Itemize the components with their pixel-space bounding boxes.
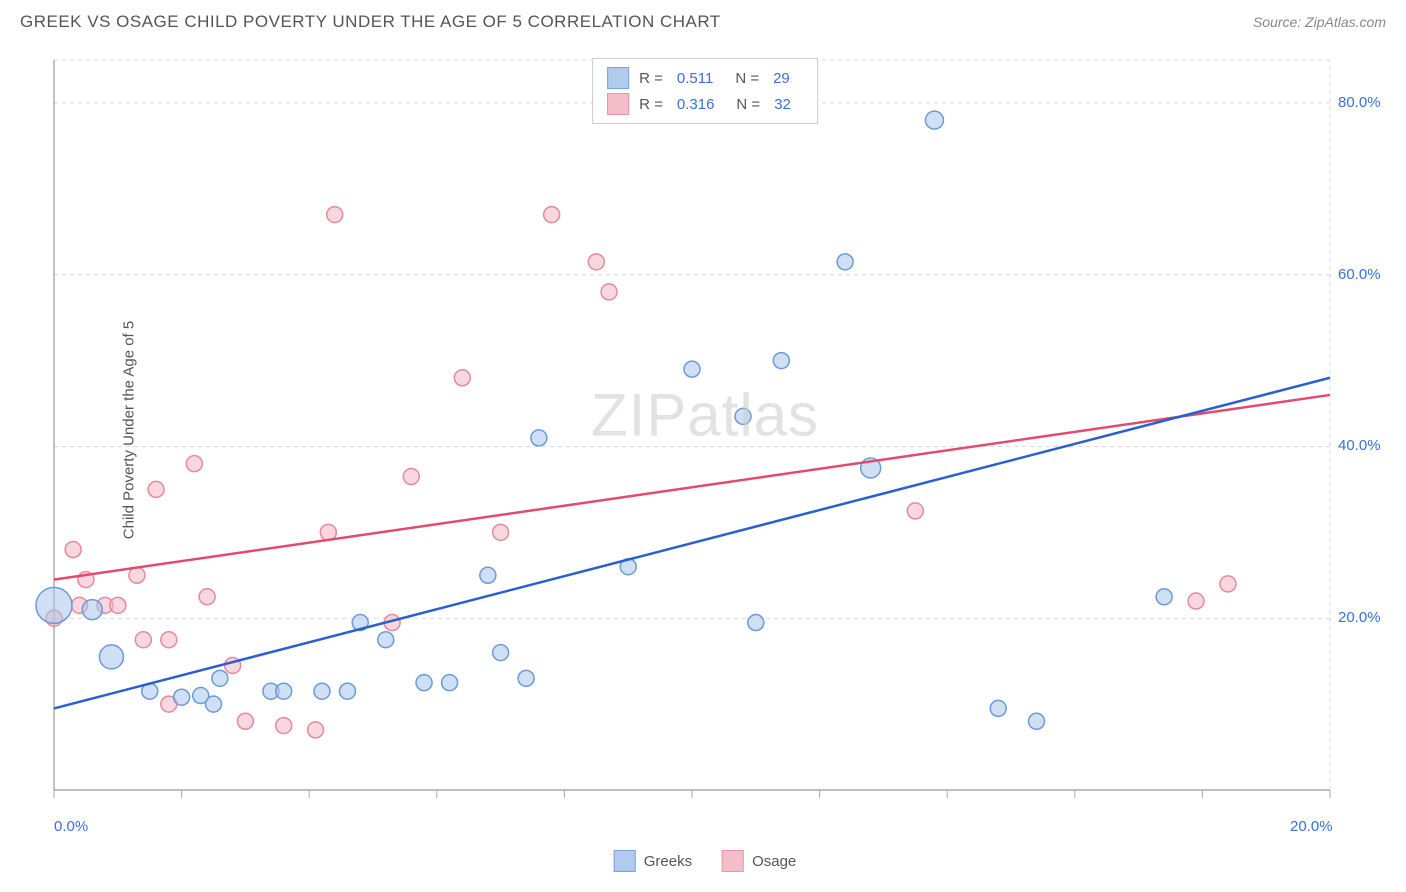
- chart-header: GREEK VS OSAGE CHILD POVERTY UNDER THE A…: [0, 0, 1406, 40]
- swatch-osage-icon: [722, 850, 744, 872]
- legend-item-osage: Osage: [722, 850, 796, 872]
- x-tick-label: 20.0%: [1290, 818, 1333, 835]
- chart-title: GREEK VS OSAGE CHILD POVERTY UNDER THE A…: [20, 12, 721, 32]
- scatter-plot: [50, 50, 1360, 810]
- y-tick-label: 40.0%: [1338, 437, 1381, 454]
- swatch-greeks-icon: [614, 850, 636, 872]
- chart-source: Source: ZipAtlas.com: [1253, 14, 1386, 30]
- y-tick-label: 80.0%: [1338, 94, 1381, 111]
- correlation-legend: R = 0.511 N = 29 R = 0.316 N = 32: [592, 58, 818, 124]
- series-legend: Greeks Osage: [614, 850, 797, 872]
- y-tick-label: 20.0%: [1338, 609, 1381, 626]
- legend-item-greeks: Greeks: [614, 850, 692, 872]
- y-tick-label: 60.0%: [1338, 266, 1381, 283]
- x-tick-label: 0.0%: [54, 818, 88, 835]
- chart-area: Child Poverty Under the Age of 5 ZIPatla…: [50, 50, 1360, 810]
- swatch-greeks-icon: [607, 67, 629, 89]
- legend-row-osage: R = 0.316 N = 32: [607, 91, 803, 117]
- legend-row-greeks: R = 0.511 N = 29: [607, 65, 803, 91]
- swatch-osage-icon: [607, 93, 629, 115]
